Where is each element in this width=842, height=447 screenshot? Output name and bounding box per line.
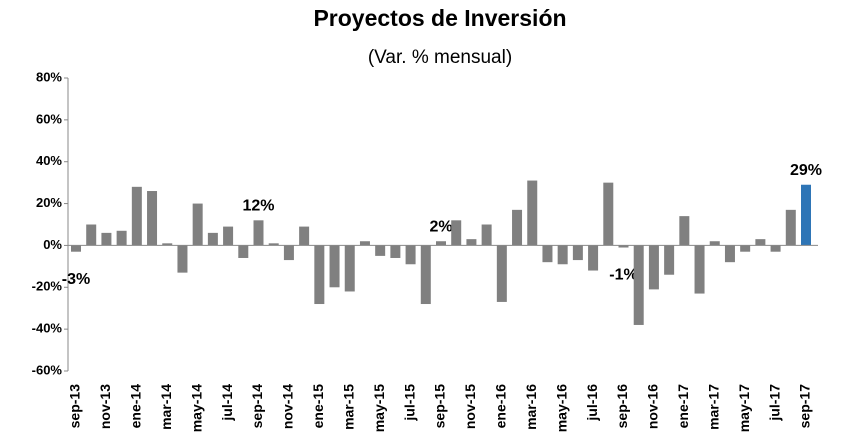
y-tick-label: -40% — [32, 321, 63, 336]
bar — [299, 226, 310, 246]
bar — [679, 216, 690, 246]
bar — [177, 245, 188, 273]
x-tick-label: ene-16 — [493, 384, 509, 429]
data-label: 2% — [429, 218, 452, 235]
x-tick-label: nov-14 — [280, 384, 296, 429]
x-tick-label: may-16 — [553, 384, 569, 432]
data-label: -1% — [609, 267, 637, 284]
bar — [785, 209, 796, 246]
bar — [329, 245, 340, 288]
bar — [268, 243, 279, 246]
y-tick-label: 40% — [36, 153, 62, 168]
chart-title: Proyectos de Inversión — [313, 5, 566, 31]
data-label: -3% — [62, 271, 90, 288]
bar — [740, 245, 751, 252]
bar — [451, 220, 462, 246]
bar — [633, 245, 644, 325]
x-tick-label: may-14 — [188, 384, 204, 432]
bar — [238, 245, 249, 258]
x-tick-label: jul-15 — [401, 384, 417, 422]
bar — [481, 224, 492, 246]
y-tick-label: 0% — [43, 237, 62, 252]
x-tick-label: ene-14 — [128, 384, 144, 429]
bar — [147, 191, 158, 246]
x-tick-label: jul-17 — [766, 384, 782, 422]
bar — [192, 203, 203, 246]
x-tick-label: mar-15 — [340, 384, 356, 430]
bar — [420, 245, 431, 305]
bar — [557, 245, 568, 265]
bar — [314, 245, 325, 305]
bar — [496, 245, 507, 302]
bar — [283, 245, 294, 261]
bar — [375, 245, 386, 256]
bar — [131, 186, 142, 246]
y-tick-label: -20% — [32, 279, 63, 294]
x-tick-label: nov-13 — [97, 384, 113, 429]
x-tick-label: ene-15 — [310, 384, 326, 429]
bar — [527, 180, 538, 246]
x-tick-label: sep-17 — [797, 384, 813, 429]
x-tick-label: mar-14 — [158, 384, 174, 430]
x-tick-label: nov-15 — [462, 384, 478, 429]
x-tick-label: mar-17 — [705, 384, 721, 430]
y-tick-label: 80% — [36, 69, 62, 84]
bar — [436, 241, 446, 246]
y-tick-label: -60% — [32, 362, 63, 377]
x-tick-label: sep-13 — [67, 384, 83, 429]
bar — [359, 241, 370, 246]
x-tick-label: mar-16 — [523, 384, 539, 430]
bar — [770, 245, 781, 252]
bar — [101, 232, 112, 246]
bar — [466, 239, 477, 246]
bar — [390, 245, 401, 258]
bar — [724, 245, 735, 263]
x-tick-label: may-17 — [736, 384, 752, 432]
x-tick-label: sep-16 — [614, 384, 630, 429]
x-tick-label: nov-16 — [645, 384, 661, 429]
bar — [801, 184, 811, 246]
bar — [542, 245, 553, 263]
bar — [588, 245, 599, 271]
bar — [405, 245, 416, 265]
x-tick-label: jul-14 — [219, 384, 235, 422]
bar — [207, 232, 218, 246]
bar — [116, 230, 127, 246]
bar — [512, 209, 523, 246]
bar — [223, 226, 234, 246]
x-tick-label: jul-16 — [584, 384, 600, 422]
data-label: 29% — [790, 162, 822, 179]
y-tick-label: 20% — [36, 195, 62, 210]
chart-subtitle: (Var. % mensual) — [368, 47, 512, 68]
x-tick-label: ene-17 — [675, 384, 691, 429]
bar — [755, 239, 766, 246]
x-tick-label: sep-14 — [249, 384, 265, 429]
bar — [694, 245, 705, 294]
data-label: 12% — [242, 198, 274, 215]
bar — [253, 220, 264, 246]
y-tick-label: 60% — [36, 111, 62, 126]
bar — [344, 245, 355, 292]
x-tick-label: sep-15 — [432, 384, 448, 429]
bar — [71, 245, 81, 252]
bar — [709, 241, 720, 246]
bar — [648, 245, 659, 290]
bar — [86, 224, 97, 246]
bar — [664, 245, 675, 275]
bar — [572, 245, 583, 261]
x-tick-label: may-15 — [371, 384, 387, 432]
bar — [162, 243, 173, 246]
bar — [603, 182, 614, 246]
bar — [618, 245, 629, 248]
